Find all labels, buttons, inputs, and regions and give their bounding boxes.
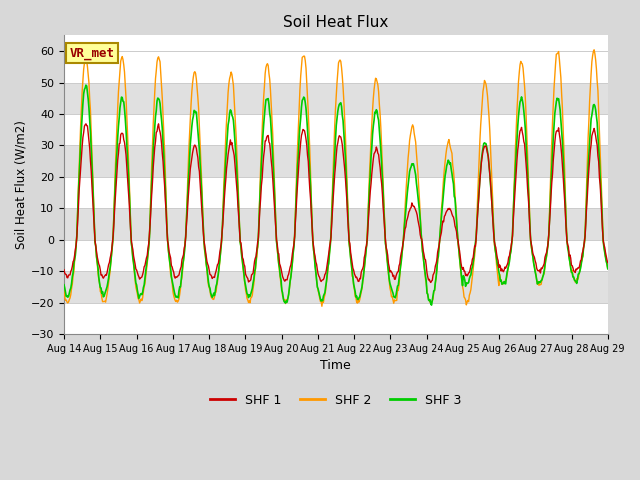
SHF 2 — [210, 297, 218, 302]
SHF 2 — [126, 195, 134, 201]
Legend: SHF 1, SHF 2, SHF 3: SHF 1, SHF 2, SHF 3 — [205, 389, 467, 411]
Line: SHF 3: SHF 3 — [64, 85, 608, 305]
Text: VR_met: VR_met — [69, 47, 115, 60]
SHF 1 — [127, 227, 134, 232]
SHF 3 — [403, 198, 410, 204]
Bar — [64, 145, 608, 177]
SHF 1 — [70, 257, 77, 263]
Y-axis label: Soil Heat Flux (W/m2): Soil Heat Flux (W/m2) — [15, 120, 28, 249]
SHF 1 — [427, 279, 435, 285]
SHF 3 — [182, 232, 189, 238]
SHF 3 — [211, 292, 218, 298]
SHF 1 — [60, 267, 68, 273]
Line: SHF 2: SHF 2 — [64, 50, 608, 306]
SHF 2 — [604, 265, 612, 271]
X-axis label: Time: Time — [321, 360, 351, 372]
SHF 2 — [181, 240, 189, 246]
SHF 2 — [590, 47, 598, 53]
SHF 3 — [604, 266, 612, 272]
Line: SHF 1: SHF 1 — [64, 124, 608, 282]
SHF 2 — [403, 178, 410, 183]
SHF 1 — [211, 275, 218, 280]
SHF 2 — [419, 249, 426, 254]
SHF 1 — [82, 121, 90, 127]
Bar — [64, 271, 608, 303]
SHF 2 — [318, 303, 326, 309]
Bar — [64, 83, 608, 114]
SHF 2 — [60, 288, 68, 293]
SHF 3 — [428, 302, 435, 308]
SHF 2 — [70, 269, 77, 275]
Bar — [64, 208, 608, 240]
SHF 3 — [419, 248, 426, 254]
SHF 1 — [182, 233, 189, 239]
SHF 1 — [604, 260, 612, 265]
SHF 1 — [403, 218, 410, 224]
SHF 3 — [70, 261, 77, 266]
SHF 1 — [419, 241, 426, 247]
SHF 3 — [127, 223, 134, 228]
SHF 3 — [82, 82, 90, 88]
Title: Soil Heat Flux: Soil Heat Flux — [283, 15, 388, 30]
SHF 3 — [60, 282, 68, 288]
